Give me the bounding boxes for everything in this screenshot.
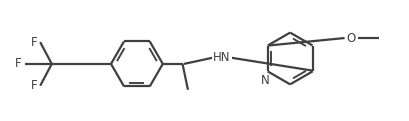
Text: F: F: [15, 57, 22, 70]
Text: N: N: [260, 74, 269, 87]
Text: F: F: [31, 79, 37, 92]
Text: O: O: [346, 32, 355, 45]
Text: F: F: [31, 36, 37, 49]
Text: HN: HN: [213, 51, 230, 64]
